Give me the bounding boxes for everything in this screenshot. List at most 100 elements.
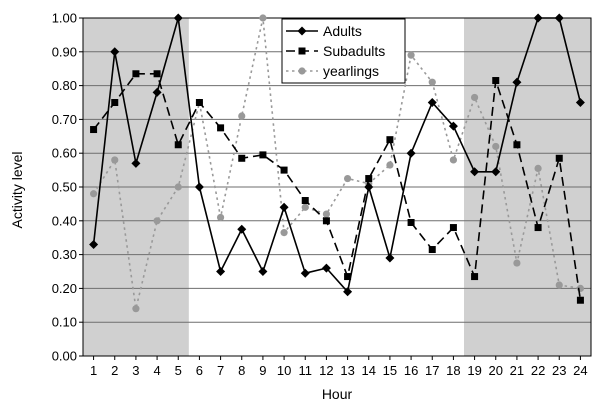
data-point-adults [300,268,310,278]
data-point-subadults [90,126,98,134]
x-tick-label: 19 [467,363,481,378]
data-point-adults [385,253,395,263]
data-point-yearlings [259,14,267,22]
data-point-subadults [111,99,119,106]
data-point-yearlings [470,93,479,102]
x-tick-label: 3 [132,363,139,378]
x-tick-label: 12 [319,363,333,378]
data-point-subadults [407,218,415,226]
legend-entry-subadults: Subadults [286,43,385,59]
legend-entry-yearlings: yearlings [286,63,379,79]
legend-label: yearlings [323,63,379,79]
data-point-subadults [174,141,182,149]
x-tick-label: 9 [259,363,266,378]
data-point-subadults [534,224,542,232]
data-point-yearlings [555,281,563,289]
x-tick-label: 4 [153,363,160,378]
x-tick-label: 15 [383,363,397,378]
data-point-adults [110,47,120,57]
y-tick-label: 0.90 [52,44,77,59]
data-point-adults [364,182,374,192]
y-axis-title: Activity level [9,151,25,228]
x-tick-label: 10 [277,363,291,378]
data-point-subadults [492,77,500,85]
data-point-adults [152,87,162,97]
x-tick-label: 13 [340,363,354,378]
data-point-subadults [195,99,203,106]
data-point-subadults [576,296,584,304]
data-point-yearlings [301,203,309,211]
x-tick-label: 14 [362,363,376,378]
data-point-subadults [449,224,457,232]
data-point-yearlings [386,161,394,169]
x-tick-label: 17 [425,363,439,378]
data-point-adults [406,148,416,158]
data-point-subadults [280,166,288,174]
data-point-subadults [513,141,521,149]
data-point-adults [279,202,289,212]
series-line-yearlings [92,17,581,310]
data-point-adults [89,239,99,249]
series-line-adults [92,17,582,293]
legend-label: Subadults [323,43,385,59]
legend-marker [298,67,306,75]
data-point-adults [131,158,141,168]
legend-label: Adults [323,23,362,39]
x-tick-label: 20 [489,363,503,378]
data-point-adults [448,121,458,131]
data-point-adults [554,13,564,23]
data-point-subadults [259,151,267,159]
x-tick-label: 5 [175,363,182,378]
x-tick-label: 7 [217,363,224,378]
x-tick-label: 23 [552,363,566,378]
data-point-subadults [471,273,479,281]
y-tick-label: 0.00 [52,349,77,364]
y-tick-label: 0.10 [52,315,77,330]
data-point-yearlings [513,259,521,267]
y-tick-label: 0.40 [52,213,77,228]
x-axis-title: Hour [322,386,353,402]
data-point-subadults [217,124,225,132]
x-tick-labels: 1 2 3 4 5 6 7 8 9 10 11 12 13 14 15 16 17 18 19 20 21 22 23 24 [90,356,588,378]
data-point-yearlings [111,156,119,164]
y-tick-labels: 0.00 0.10 0.20 0.30 0.40 0.50 0.60 0.70 0.80 0.90… [52,11,77,364]
x-tick-label: 6 [196,363,203,378]
y-tick-label: 0.60 [52,146,77,161]
y-tick-label: 0.20 [52,281,77,296]
data-point-adults [533,13,543,23]
data-point-adults [491,167,501,177]
y-tick-label: 0.50 [52,180,77,195]
x-tick-label: 16 [404,363,418,378]
data-point-subadults [344,273,352,281]
x-tick-label: 11 [299,363,313,378]
data-point-adults [512,77,522,87]
data-point-yearlings [132,305,140,313]
data-point-subadults [132,70,140,78]
data-point-adults [575,98,585,107]
data-point-yearlings [174,183,182,191]
data-point-adults [258,267,268,276]
data-point-adults [321,263,331,273]
x-tick-label: 8 [238,363,245,378]
data-point-yearlings [216,213,225,222]
x-tick-label: 21 [510,363,524,378]
series-line-subadults [92,72,582,301]
data-point-yearlings [449,156,458,164]
data-point-yearlings [428,78,436,86]
data-point-adults [216,267,226,276]
legend: Adults Subadults yearlings [281,18,406,84]
data-point-yearlings [153,217,161,225]
data-point-yearlings [534,164,542,173]
data-point-adults [470,167,480,177]
data-point-adults [343,287,353,297]
y-tick-label: 0.70 [52,112,77,127]
data-point-adults [194,182,204,192]
legend-marker [298,47,306,55]
x-tick-label: 1 [90,363,97,378]
series-subadults [90,70,584,304]
data-point-subadults [322,217,330,225]
data-point-adults [427,98,437,107]
y-tick-label: 0.30 [52,247,77,262]
y-tick-label: 0.80 [52,78,77,93]
data-point-subadults [238,154,246,162]
